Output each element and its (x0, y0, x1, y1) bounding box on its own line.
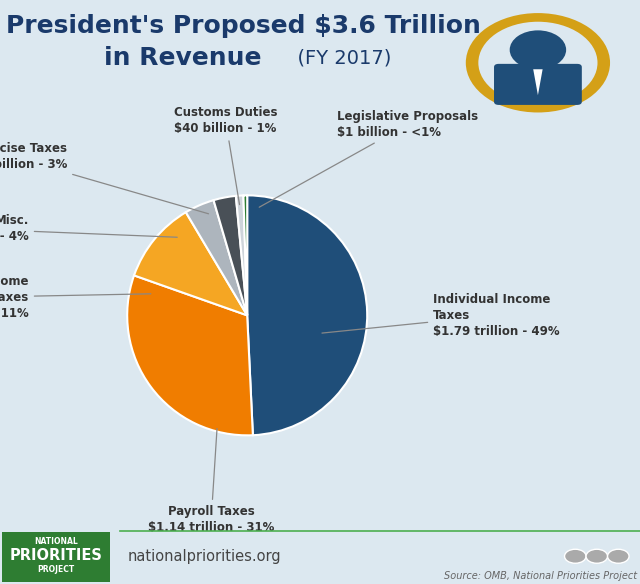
Text: Customs Duties
$40 billion - 1%: Customs Duties $40 billion - 1% (174, 106, 277, 204)
Text: Corporate Income
Taxes
$419 billion - 11%: Corporate Income Taxes $419 billion - 11… (0, 275, 151, 320)
Text: PROJECT: PROJECT (37, 565, 75, 575)
Text: (FY 2017): (FY 2017) (285, 49, 391, 68)
Wedge shape (236, 196, 247, 315)
Polygon shape (533, 69, 543, 95)
Wedge shape (247, 196, 367, 435)
Text: Legislative Proposals
$1 billion - <1%: Legislative Proposals $1 billion - <1% (259, 110, 478, 207)
Text: Excise Taxes
$110 billion - 3%: Excise Taxes $110 billion - 3% (0, 142, 209, 214)
Text: Individual Income
Taxes
$1.79 trillion - 49%: Individual Income Taxes $1.79 trillion -… (322, 293, 560, 338)
Circle shape (509, 30, 566, 69)
Circle shape (478, 22, 598, 104)
Wedge shape (243, 196, 247, 315)
Wedge shape (214, 196, 247, 315)
FancyBboxPatch shape (2, 531, 110, 582)
Circle shape (466, 13, 610, 113)
Text: in Revenue: in Revenue (104, 46, 261, 71)
Wedge shape (134, 212, 247, 315)
Text: PRIORITIES: PRIORITIES (10, 548, 102, 563)
Circle shape (586, 549, 607, 563)
Text: President's Proposed $3.6 Trillion: President's Proposed $3.6 Trillion (6, 14, 481, 39)
Circle shape (564, 549, 586, 563)
Text: NATIONAL: NATIONAL (34, 537, 78, 546)
Wedge shape (127, 276, 253, 435)
FancyBboxPatch shape (494, 64, 582, 105)
Text: Source: OMB, National Priorities Project: Source: OMB, National Priorities Project (444, 571, 637, 581)
Text: Payroll Taxes
$1.14 trillion - 31%: Payroll Taxes $1.14 trillion - 31% (148, 429, 275, 534)
Wedge shape (186, 200, 247, 315)
Text: Misc.
$145 billion - 4%: Misc. $145 billion - 4% (0, 214, 177, 244)
Circle shape (607, 549, 629, 563)
Text: nationalpriorities.org: nationalpriorities.org (128, 550, 282, 564)
